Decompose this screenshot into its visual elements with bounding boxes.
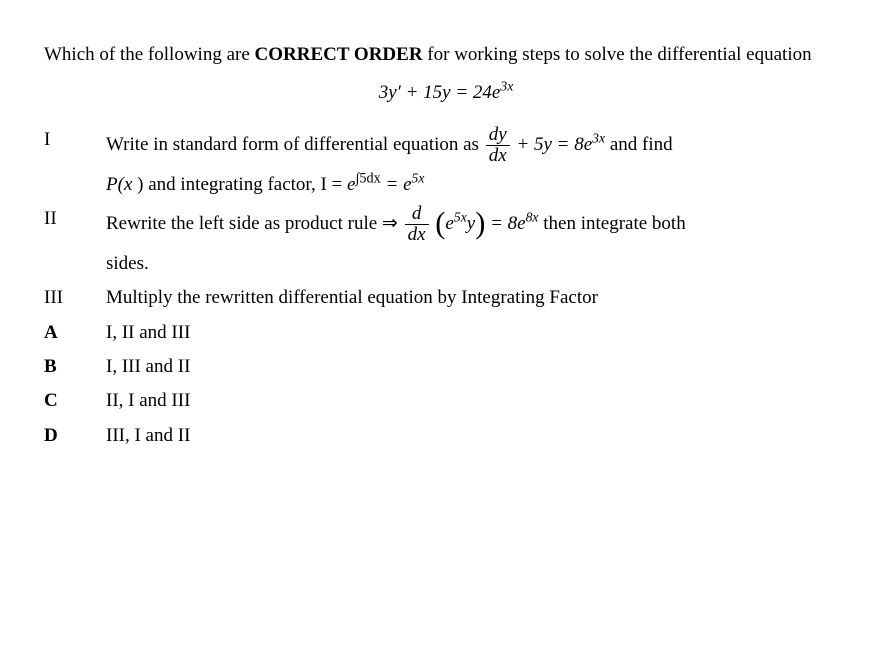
sII-frac-num: d (409, 204, 425, 224)
sI2-P: P(x (106, 174, 137, 195)
sII-frac: d dx (405, 204, 429, 245)
sII-exp: 8x (526, 210, 539, 225)
choice-label-D: D (44, 419, 106, 453)
sII-eq: = 8 (490, 213, 517, 234)
sI-post: and find (610, 134, 673, 155)
sI2-expr: e∫5dx = e5x (347, 174, 424, 195)
sII-ie: e (445, 213, 453, 234)
sI-pre: Write in standard form of differential e… (106, 134, 484, 155)
sI-frac-den: dx (486, 145, 510, 166)
eq-exp: 3x (500, 79, 513, 94)
sI2-x: x (124, 174, 132, 195)
eq-y2: y (442, 82, 450, 103)
step-row-III: III Multiply the rewritten differential … (44, 281, 848, 315)
sI2-e2: e (403, 174, 411, 195)
sI-y: y (543, 134, 551, 155)
step-text-I-line2: P(x ) and integrating factor, I = e∫5dx … (106, 168, 848, 202)
eq-plus15: + 15 (401, 82, 442, 103)
sI-exp: 3x (592, 130, 605, 145)
eq-y: y (388, 82, 396, 103)
main-equation: 3y′ + 15y = 24e3x (44, 78, 848, 108)
eq-3: 3 (379, 82, 389, 103)
choice-text-A: I, II and III (106, 316, 848, 350)
sI-e: e (584, 134, 592, 155)
sI-eq: = 8 (552, 134, 584, 155)
sII-pre: Rewrite the left side as product rule ⇒ (106, 213, 403, 234)
sII-iexp: 5x (454, 210, 467, 225)
sII-post: then integrate both (543, 213, 685, 234)
choice-text-B: I, III and II (106, 350, 848, 384)
question-suffix: for working steps to solve the different… (423, 44, 812, 65)
sII-frac-den: dx (405, 224, 429, 245)
step-text-II: Rewrite the left side as product rule ⇒ … (106, 202, 848, 247)
choice-text-C: II, I and III (106, 384, 848, 418)
sII-inner: e5xy (445, 209, 475, 239)
step-row-II: II Rewrite the left side as product rule… (44, 202, 848, 247)
choice-label-C: C (44, 384, 106, 418)
question-emphasis: CORRECT ORDER (255, 44, 423, 65)
sII-iy: y (467, 213, 475, 234)
step-row-II-line2: sides. (44, 247, 848, 281)
items-table: I Write in standard form of differential… (44, 123, 848, 453)
sI2-txt: ) and integrating factor, I = (137, 174, 347, 195)
sI2-int: ∫5dx (355, 170, 380, 186)
sI2-eq: = (381, 174, 403, 195)
choice-row-A: A I, II and III (44, 316, 848, 350)
step-label-II: II (44, 202, 106, 247)
sI-frac: dy dx (486, 125, 510, 166)
sI-rhs: + 5y = 8e3x (516, 134, 609, 155)
choice-label-A: A (44, 316, 106, 350)
sI-mid: + 5 (516, 134, 543, 155)
sII-paren: ( e5xy ) (435, 209, 485, 239)
step-row-I-line2: P(x ) and integrating factor, I = e∫5dx … (44, 168, 848, 202)
question-text: Which of the following are CORRECT ORDER… (44, 40, 848, 70)
sI2-exp: 5x (412, 170, 425, 185)
step-label-I: I (44, 123, 106, 168)
step-label-III: III (44, 281, 106, 315)
step-row-I: I Write in standard form of differential… (44, 123, 848, 168)
step-text-II-line2: sides. (106, 247, 848, 281)
choice-row-C: C II, I and III (44, 384, 848, 418)
sI-frac-num: dy (486, 125, 510, 145)
sII-rhs: = 8e8x (490, 213, 538, 234)
sI2-pre: P( (106, 174, 124, 195)
choice-row-B: B I, III and II (44, 350, 848, 384)
choice-row-D: D III, I and II (44, 419, 848, 453)
question-prefix: Which of the following are (44, 44, 255, 65)
eq-eq24: = 24 (451, 82, 492, 103)
sII-e: e (517, 213, 525, 234)
step-text-I: Write in standard form of differential e… (106, 123, 848, 168)
step-text-III: Multiply the rewritten differential equa… (106, 281, 848, 315)
choice-label-B: B (44, 350, 106, 384)
choice-text-D: III, I and II (106, 419, 848, 453)
